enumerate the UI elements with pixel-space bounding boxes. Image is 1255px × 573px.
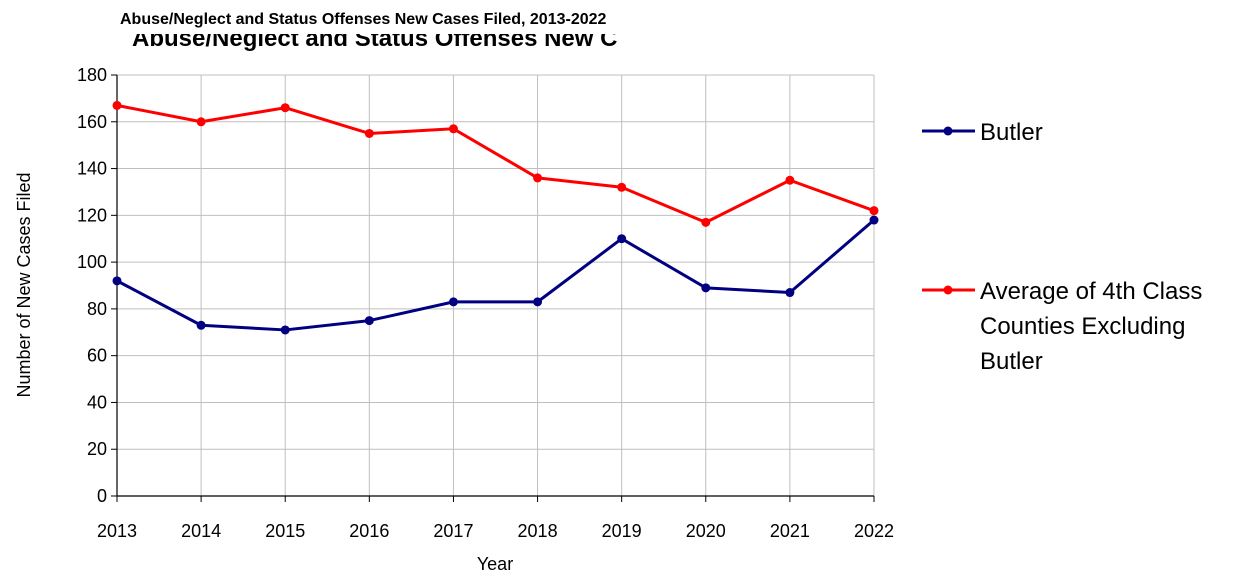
- chart-title: Abuse/Neglect and Status Offenses New Ca…: [120, 11, 607, 28]
- x-tick-label: 2019: [602, 521, 642, 541]
- y-tick-label: 140: [77, 159, 107, 179]
- data-point: [280, 103, 290, 113]
- x-tick-label: 2021: [770, 521, 810, 541]
- data-point: [617, 182, 627, 192]
- legend-label: Counties Excluding: [980, 313, 1185, 340]
- legend-swatch-marker: [943, 285, 953, 295]
- data-point: [785, 288, 795, 298]
- y-tick-label: 80: [87, 299, 107, 319]
- x-tick-label: 2017: [433, 521, 473, 541]
- data-point: [701, 283, 711, 293]
- y-axis-label: Number of New Cases Filed: [14, 172, 34, 397]
- data-point: [364, 316, 374, 326]
- series-line: [116, 103, 875, 224]
- x-tick-label: 2014: [181, 521, 221, 541]
- y-tick-label: 160: [77, 112, 107, 132]
- data-point: [533, 173, 543, 183]
- title-backdrop: [0, 0, 1255, 34]
- data-point: [869, 215, 879, 225]
- y-tick-label: 40: [87, 392, 107, 412]
- x-tick-label: 2020: [686, 521, 726, 541]
- data-point: [196, 117, 206, 127]
- series-butler: [112, 215, 879, 335]
- y-tick-label: 180: [77, 65, 107, 85]
- y-tick-label: 100: [77, 252, 107, 272]
- data-point: [112, 276, 122, 286]
- data-point: [533, 297, 543, 307]
- legend-label: Butler: [980, 119, 1043, 146]
- x-tick-label: 2016: [349, 521, 389, 541]
- x-tick-label: 2015: [265, 521, 305, 541]
- legend: Butler Average of 4th Class Counties Exclu…: [922, 119, 1202, 375]
- data-point: [448, 297, 458, 307]
- x-tick-label: 2022: [854, 521, 894, 541]
- series-average-4th-class: [112, 100, 879, 227]
- data-point: [112, 100, 122, 110]
- x-axis-ticks: 2013 2014 2015 2016 2017 2018 2019 2020 2021 2022: [97, 496, 894, 541]
- y-tick-label: 0: [97, 486, 107, 506]
- legend-label: Butler: [980, 348, 1043, 375]
- x-tick-label: 2018: [518, 521, 558, 541]
- data-point: [785, 175, 795, 185]
- data-point: [196, 320, 206, 330]
- legend-item: Butler: [922, 119, 1043, 146]
- gridlines: [117, 74, 875, 496]
- legend-item: Average of 4th Class Counties Excluding Bu…: [922, 278, 1202, 375]
- x-axis-label: Year: [477, 554, 513, 573]
- data-point: [280, 325, 290, 335]
- series-layer: [112, 100, 879, 335]
- data-point: [701, 217, 711, 227]
- data-point: [364, 128, 374, 138]
- series-line: [116, 218, 875, 332]
- axes: [116, 75, 874, 497]
- legend-label: Average of 4th Class: [980, 278, 1202, 305]
- y-tick-label: 60: [87, 346, 107, 366]
- y-tick-label: 20: [87, 439, 107, 459]
- y-tick-label: 120: [77, 205, 107, 225]
- data-point: [869, 206, 879, 216]
- y-axis-ticks: 0 20 40 60 80 100 120 140 160 180: [77, 65, 117, 506]
- x-tick-label: 2013: [97, 521, 137, 541]
- legend-swatch-marker: [943, 126, 953, 136]
- data-point: [617, 234, 627, 244]
- data-point: [448, 124, 458, 134]
